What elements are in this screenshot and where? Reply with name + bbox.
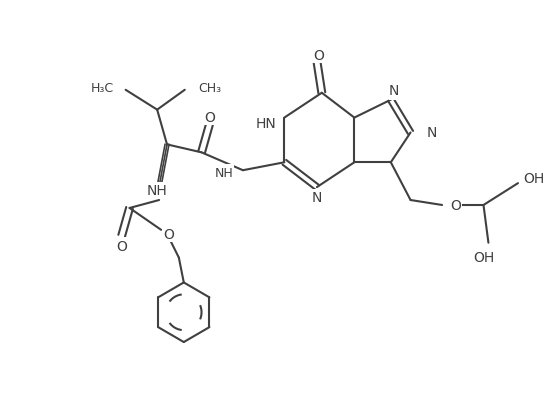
Text: N: N <box>425 128 435 142</box>
Text: O: O <box>163 227 174 241</box>
Text: O: O <box>450 198 461 213</box>
Text: N: N <box>314 192 324 207</box>
Text: O: O <box>314 49 324 63</box>
Text: O: O <box>116 239 127 253</box>
Text: O: O <box>204 110 215 124</box>
Text: N: N <box>389 83 399 98</box>
Text: OH: OH <box>523 172 544 186</box>
Text: N: N <box>426 126 437 140</box>
Text: NH: NH <box>214 166 233 179</box>
Text: N: N <box>390 85 401 100</box>
Text: NH: NH <box>147 183 168 198</box>
Text: CH₃: CH₃ <box>199 82 222 95</box>
Text: OH: OH <box>473 250 494 264</box>
Text: H₃C: H₃C <box>91 82 114 95</box>
Text: HN: HN <box>256 116 277 130</box>
Text: N: N <box>312 191 322 205</box>
